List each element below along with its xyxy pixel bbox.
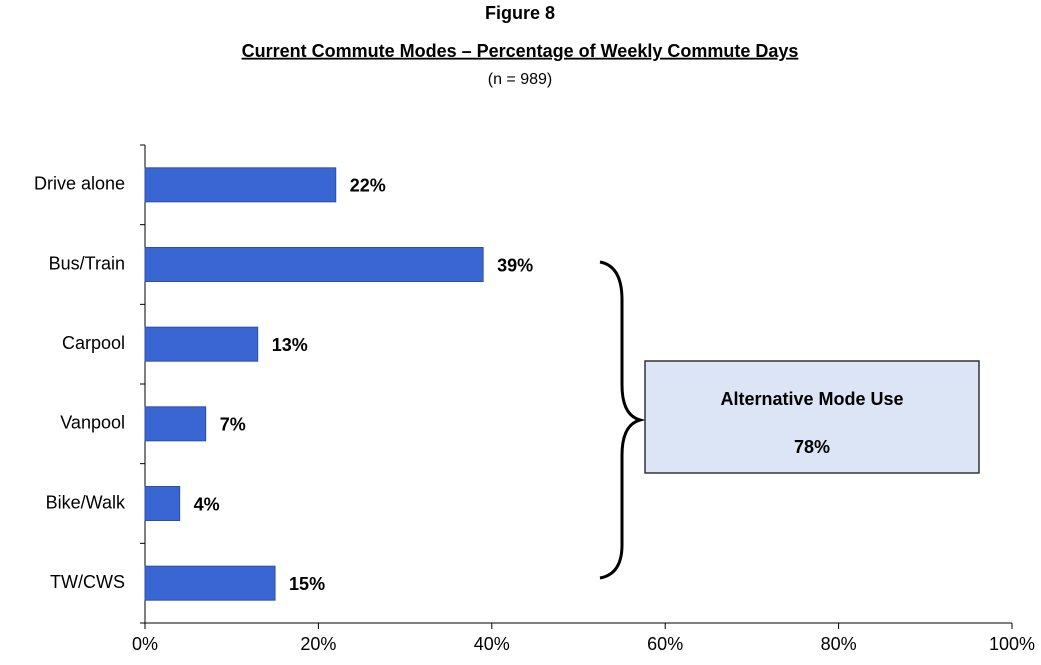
value-label: 39%: [497, 255, 533, 275]
y-tick-label: Bus/Train: [49, 253, 125, 273]
annotation-value: 78%: [794, 437, 830, 457]
y-tick-label: TW/CWS: [50, 572, 125, 592]
bar: [144, 406, 207, 442]
bar: [144, 486, 181, 521]
y-tick-label: Carpool: [62, 333, 125, 353]
x-tick-label: 0%: [132, 634, 158, 654]
x-tick-label: 40%: [474, 634, 510, 654]
value-label: 4%: [194, 494, 220, 514]
bar: [144, 326, 259, 362]
bar: [144, 167, 337, 203]
chart-subtitle: Current Commute Modes – Percentage of We…: [242, 41, 799, 61]
value-label: 13%: [272, 335, 308, 355]
bar: [144, 247, 484, 282]
value-label: 7%: [220, 415, 246, 435]
x-tick-label: 60%: [647, 634, 683, 654]
y-tick-label: Vanpool: [60, 413, 125, 433]
x-tick-label: 80%: [821, 634, 857, 654]
bar: [144, 565, 276, 601]
annotation-box: [644, 360, 980, 474]
chart-note: (n = 989): [488, 71, 552, 88]
y-tick-label: Bike/Walk: [46, 492, 126, 512]
value-label: 15%: [289, 574, 325, 594]
chart-title: Figure 8: [485, 3, 555, 23]
brace: [599, 260, 646, 580]
annotation-text: Alternative Mode Use: [720, 389, 903, 409]
y-tick-label: Drive alone: [34, 174, 125, 194]
value-label: 22%: [350, 176, 386, 196]
x-tick-label: 20%: [300, 634, 336, 654]
x-tick-label: 100%: [989, 634, 1035, 654]
